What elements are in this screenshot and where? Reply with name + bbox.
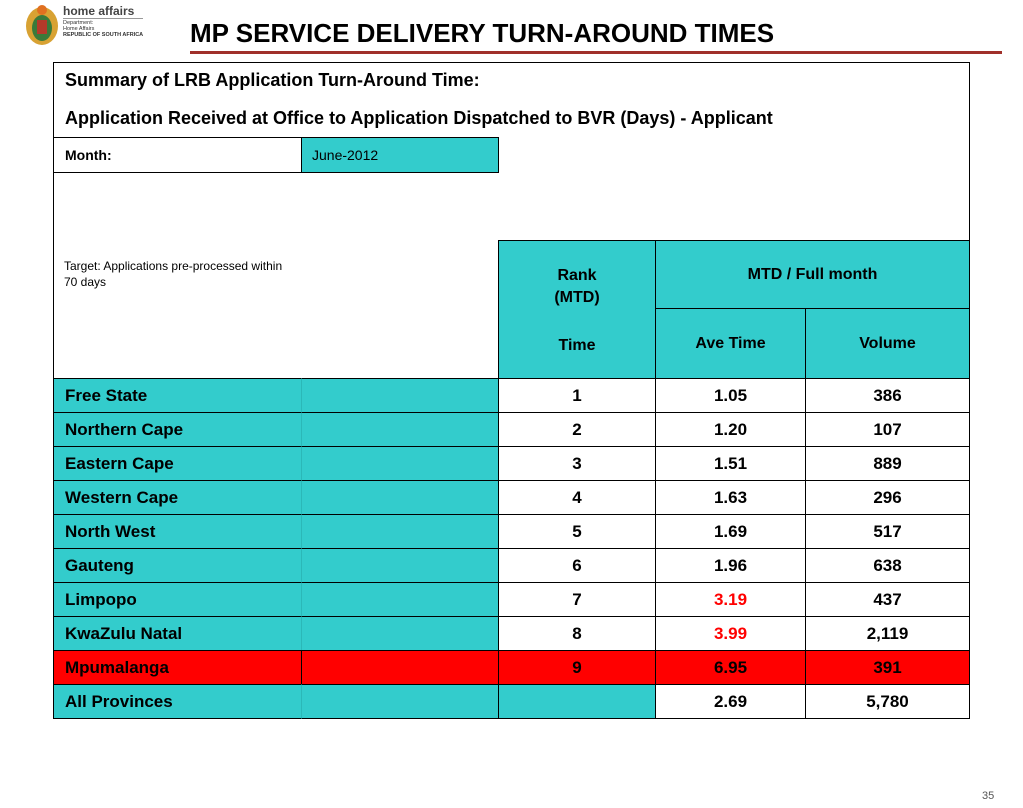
- rank: 2: [498, 412, 656, 447]
- spacer-cell: [301, 650, 499, 685]
- group-header: MTD / Full month: [655, 240, 970, 309]
- volume: 889: [805, 446, 970, 481]
- logo-line: REPUBLIC OF SOUTH AFRICA: [63, 32, 144, 38]
- summary-line: Summary of LRB Application Turn-Around T…: [65, 70, 480, 90]
- page-number: 35: [982, 790, 995, 802]
- logo-crest: [26, 5, 58, 45]
- spacer-cell: [301, 514, 499, 549]
- province-name: Gauteng: [53, 548, 302, 583]
- ave-time: 2.69: [655, 684, 806, 719]
- rank: 1: [498, 378, 656, 413]
- province-name: Limpopo: [53, 582, 302, 617]
- slide-title: MP SERVICE DELIVERY TURN-AROUND TIMES: [190, 18, 775, 48]
- rank: 3: [498, 446, 656, 481]
- rank: 4: [498, 480, 656, 515]
- volume: 638: [805, 548, 970, 583]
- summary-line: Application Received at Office to Applic…: [65, 108, 773, 128]
- rank: 8: [498, 616, 656, 651]
- rank: 9: [498, 650, 656, 685]
- spacer-cell: [301, 480, 499, 515]
- time-label: Time: [558, 337, 596, 354]
- volume: 296: [805, 480, 970, 515]
- province-name: Free State: [53, 378, 302, 413]
- rank: [498, 684, 656, 719]
- province-name: All Provinces: [53, 684, 302, 719]
- rank-header: Rank (MTD) Time: [498, 240, 656, 379]
- logo-lines: Department: Home Affairs REPUBLIC OF SOU…: [63, 20, 143, 38]
- logo-rule: [63, 18, 143, 19]
- rank: 7: [498, 582, 656, 617]
- ave-time: 1.69: [655, 514, 806, 549]
- rank: 5: [498, 514, 656, 549]
- volume: 107: [805, 412, 970, 447]
- ave-time: 1.20: [655, 412, 806, 447]
- month-label: Month:: [53, 137, 302, 173]
- rank: 6: [498, 548, 656, 583]
- spacer-cell: [301, 684, 499, 719]
- province-name: Western Cape: [53, 480, 302, 515]
- logo-line: Home Affairs: [63, 26, 95, 32]
- ave-time: 3.19: [655, 582, 806, 617]
- spacer-cell: [301, 548, 499, 583]
- ave-time-header: Ave Time: [655, 308, 806, 379]
- ave-time: 1.05: [655, 378, 806, 413]
- spacer-cell: [301, 378, 499, 413]
- spacer-cell: [301, 582, 499, 617]
- volume: 517: [805, 514, 970, 549]
- province-name: Mpumalanga: [53, 650, 302, 685]
- province-name: Northern Cape: [53, 412, 302, 447]
- ave-time: 1.51: [655, 446, 806, 481]
- ave-time: 1.63: [655, 480, 806, 515]
- spacer-cell: [301, 616, 499, 651]
- province-name: KwaZulu Natal: [53, 616, 302, 651]
- month-value: June-2012: [301, 137, 499, 173]
- ave-time: 1.96: [655, 548, 806, 583]
- volume: 386: [805, 378, 970, 413]
- rank-label: Rank (MTD): [554, 267, 600, 306]
- volume: 437: [805, 582, 970, 617]
- logo-line: Department:: [63, 20, 94, 26]
- ave-time: 3.99: [655, 616, 806, 651]
- spacer-cell: [301, 446, 499, 481]
- province-name: North West: [53, 514, 302, 549]
- target-note: Target: Applications pre-processed withi…: [64, 259, 283, 289]
- province-name: Eastern Cape: [53, 446, 302, 481]
- title-rule: [190, 51, 1002, 54]
- logo-name: home affairs: [63, 4, 135, 18]
- volume: 391: [805, 650, 970, 685]
- spacer-cell: [301, 412, 499, 447]
- volume-header: Volume: [805, 308, 970, 379]
- volume: 2,119: [805, 616, 970, 651]
- volume: 5,780: [805, 684, 970, 719]
- ave-time: 6.95: [655, 650, 806, 685]
